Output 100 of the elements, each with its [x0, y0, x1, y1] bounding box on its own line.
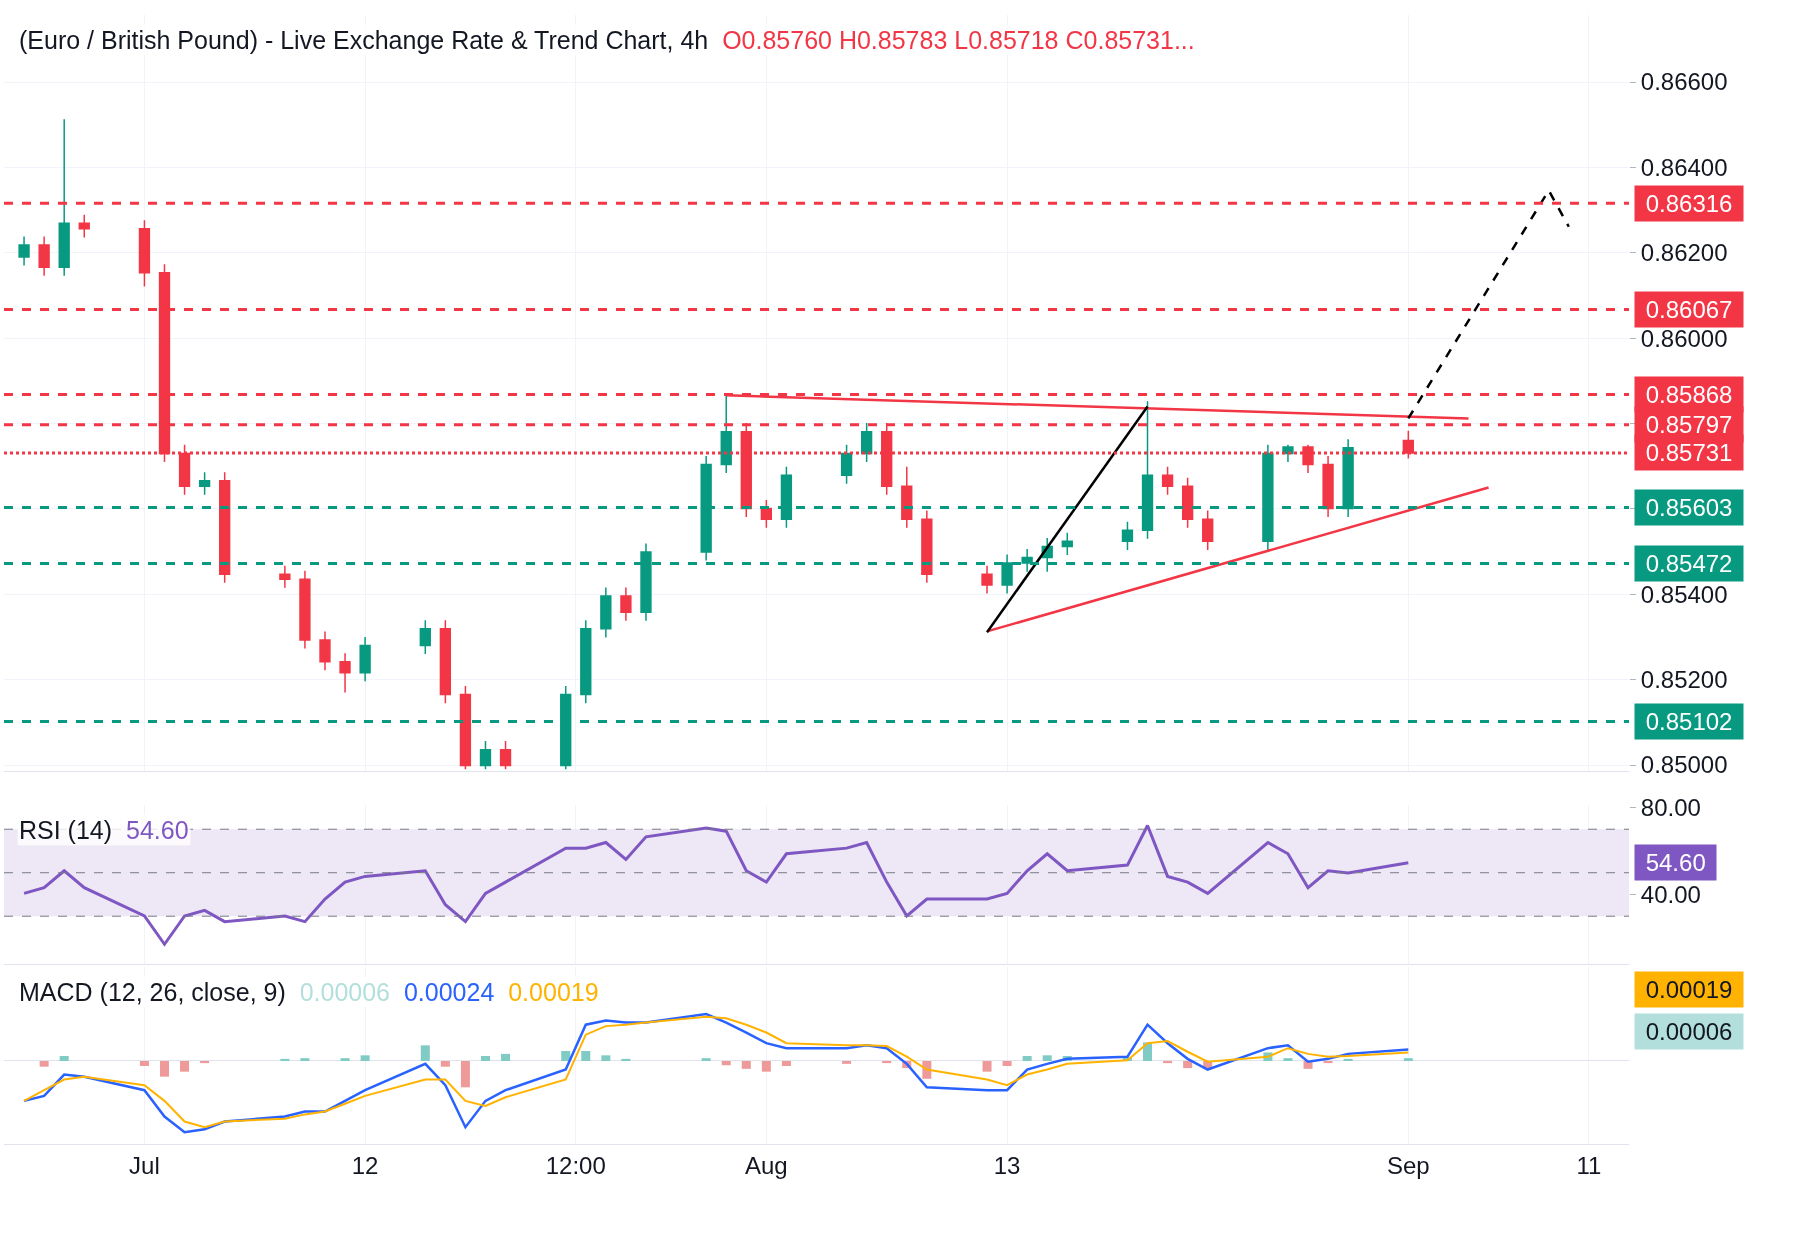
candlestick [479, 740, 492, 771]
y-tick-label: 0.85400 [1640, 580, 1728, 608]
bar [781, 1061, 791, 1066]
candlestick [18, 235, 30, 267]
candlestick [921, 509, 933, 584]
bar [139, 1061, 149, 1066]
bar [460, 1061, 470, 1088]
bar [159, 1061, 170, 1077]
chart-title: (Euro / British Pound) - Live Exchange Rate & Trend Chart, 4h [19, 26, 709, 54]
x-tick-label: Jul [129, 1151, 160, 1179]
candlestick [78, 214, 90, 239]
candlestick [299, 570, 311, 650]
bar [581, 1051, 591, 1061]
x-tick-label: Sep [1386, 1151, 1430, 1179]
text: 0.00019 [508, 978, 599, 1006]
bar [721, 1061, 731, 1066]
bar [1002, 1061, 1012, 1066]
candlestick [38, 235, 50, 277]
candlestick [219, 471, 231, 584]
bar [39, 1061, 49, 1067]
candlestick [981, 564, 993, 595]
candlestick [459, 685, 472, 771]
bar [1343, 1058, 1353, 1061]
candlestick [1322, 455, 1334, 518]
text: 0.00006 [1639, 1018, 1740, 1045]
bar [200, 1061, 210, 1064]
bar [1183, 1061, 1193, 1069]
text: 0.00024 [403, 978, 495, 1006]
text: 0.00006 [299, 978, 391, 1006]
candlestick [1161, 465, 1174, 496]
bar [340, 1058, 350, 1061]
bar [360, 1055, 370, 1061]
ref-line-label: 0.85603 [1639, 494, 1740, 521]
chart-subtitle: O0.85760 H0.85783 L0.85718 C0.85731... [722, 26, 1195, 54]
candlestick [1202, 509, 1214, 551]
ref-line-label: 0.86316 [1639, 190, 1740, 217]
bar [1042, 1055, 1052, 1061]
x-tick-label: Aug [745, 1151, 788, 1179]
candlestick [198, 471, 211, 496]
bar [1163, 1061, 1173, 1064]
ref-line-label: 0.85731 [1639, 439, 1740, 466]
candlestick [58, 118, 70, 277]
ref-line-label: 0.85868 [1639, 381, 1740, 408]
text: 0.00019 [1639, 976, 1740, 1003]
bar [59, 1056, 69, 1061]
bar [440, 1061, 450, 1067]
candlestick [359, 636, 371, 683]
x-tick-label: 13 [993, 1151, 1021, 1179]
candlestick [419, 619, 431, 655]
bar [1323, 1061, 1333, 1064]
annotation: 54.60 [125, 816, 189, 844]
y-tick-label: 0.85000 [1640, 751, 1728, 779]
chart-title: RSI (14) [19, 816, 113, 844]
y-tick-label: 0.86200 [1640, 239, 1728, 267]
bar [561, 1051, 571, 1061]
candlestick [439, 619, 452, 704]
candlestick [901, 465, 913, 529]
bar [701, 1058, 711, 1061]
candlestick [279, 564, 291, 589]
candlestick [319, 630, 331, 672]
bar [420, 1045, 430, 1061]
candlestick [720, 394, 732, 474]
text: 54.60 [1639, 849, 1713, 876]
bar [741, 1061, 751, 1069]
ref-line-label: 0.85472 [1639, 550, 1740, 577]
y-tick-label: 80.00 [1640, 793, 1701, 821]
bar [982, 1061, 992, 1072]
y-tick-label: 0.86400 [1640, 153, 1728, 181]
bar [1022, 1056, 1032, 1061]
bar [280, 1058, 290, 1061]
x-tick-label: 11 [1576, 1151, 1602, 1179]
ref-line-label: 0.86067 [1639, 296, 1740, 323]
candlestick [138, 219, 151, 288]
candlestick [580, 619, 592, 704]
bar [601, 1055, 611, 1061]
x-tick-label: 12:00 [545, 1151, 606, 1179]
bar [1283, 1058, 1293, 1061]
bar [300, 1058, 310, 1061]
bar [501, 1053, 511, 1061]
candlestick [1181, 476, 1194, 529]
bar [1403, 1058, 1413, 1061]
ref-line-label: 0.85102 [1639, 708, 1740, 735]
bar [180, 1061, 190, 1072]
bar [621, 1058, 631, 1061]
candlestick [600, 586, 612, 639]
candlestick [339, 652, 351, 694]
candlestick [1121, 520, 1134, 551]
bar [480, 1056, 490, 1061]
bar [761, 1061, 771, 1072]
y-tick-label: 0.86000 [1640, 324, 1728, 352]
candlestick [620, 586, 632, 622]
bar [882, 1061, 892, 1064]
candlestick [840, 444, 853, 485]
y-tick-label: 0.86600 [1640, 68, 1728, 96]
x-tick-label: 12 [351, 1151, 379, 1179]
chart-title: MACD (12, 26, close, 9) [19, 978, 286, 1006]
y-tick-label: 0.85200 [1640, 666, 1728, 694]
ref-line-label: 0.85797 [1639, 411, 1740, 438]
candlestick [499, 740, 512, 771]
bar [842, 1061, 852, 1064]
